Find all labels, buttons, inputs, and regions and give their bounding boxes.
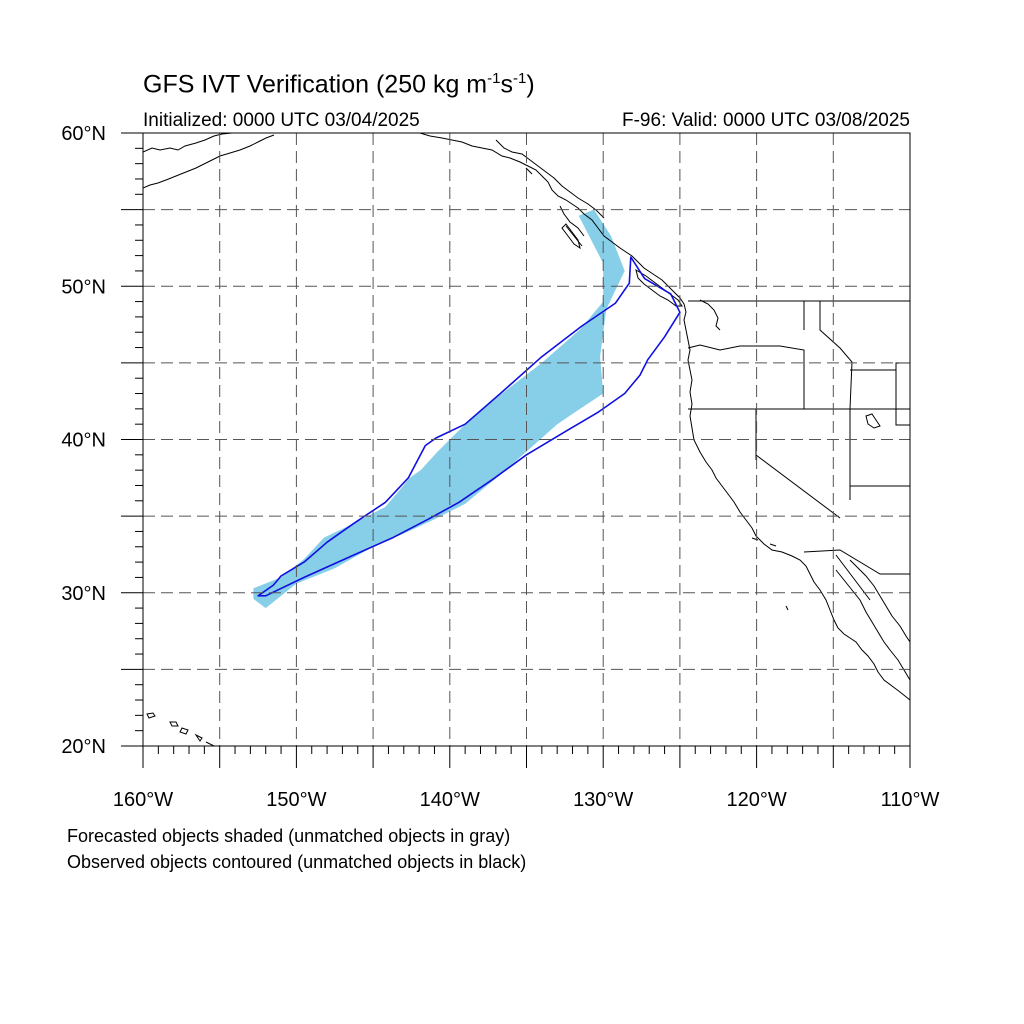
vancouver-island xyxy=(635,268,683,307)
lon-label: 150°W xyxy=(266,789,326,811)
init-time-subtitle: Initialized: 0000 UTC 03/04/2025 xyxy=(143,110,420,131)
chart-title: GFS IVT Verification (250 kg m-1s-1) xyxy=(143,70,535,99)
lon-label: 130°W xyxy=(573,789,633,811)
hawaii-islands xyxy=(146,712,215,746)
longitude-labels: 160°W 150°W 140°W 130°W 120°W 110°W xyxy=(113,789,940,811)
lon-label: 110°W xyxy=(881,789,940,811)
title-mid: s xyxy=(500,70,513,99)
axis-ticks xyxy=(121,132,911,768)
lon-label: 160°W xyxy=(113,789,173,811)
lat-label: 50°N xyxy=(61,276,106,298)
forecast-object-shaded xyxy=(253,209,625,609)
title-end: ) xyxy=(526,70,535,99)
lat-label: 20°N xyxy=(61,736,106,758)
observed-object-contour xyxy=(257,256,681,597)
title-main: GFS IVT Verification (250 kg m xyxy=(143,70,488,99)
lon-label: 120°W xyxy=(726,789,786,811)
forecast-legend-note: Forecasted objects shaded (unmatched obj… xyxy=(67,826,511,846)
haida-gwaii xyxy=(561,223,581,250)
baja-california xyxy=(835,559,910,681)
latitude-labels: 20°N 30°N 40°N 50°N 60°N xyxy=(61,123,106,758)
lon-label: 140°W xyxy=(420,789,480,811)
valid-time-subtitle: F-96: Valid: 0000 UTC 03/08/2025 xyxy=(622,110,910,131)
forecast-ivt-area xyxy=(253,209,625,609)
coastlines-and-borders xyxy=(143,133,910,746)
lat-lon-grid xyxy=(143,133,910,746)
lat-label: 30°N xyxy=(61,583,106,605)
observed-legend-note: Observed objects contoured (unmatched ob… xyxy=(67,852,527,872)
puget-sound xyxy=(699,299,721,331)
great-salt-lake xyxy=(865,413,881,429)
state-borders xyxy=(687,301,910,601)
title-sup-2: -1 xyxy=(512,70,527,87)
title-sup-1: -1 xyxy=(487,70,501,87)
lat-label: 40°N xyxy=(61,430,106,452)
observed-ivt-contour xyxy=(257,256,681,597)
alaska-inner-coast xyxy=(495,139,605,247)
lat-label: 60°N xyxy=(61,123,106,145)
alaska-coast xyxy=(143,133,910,701)
